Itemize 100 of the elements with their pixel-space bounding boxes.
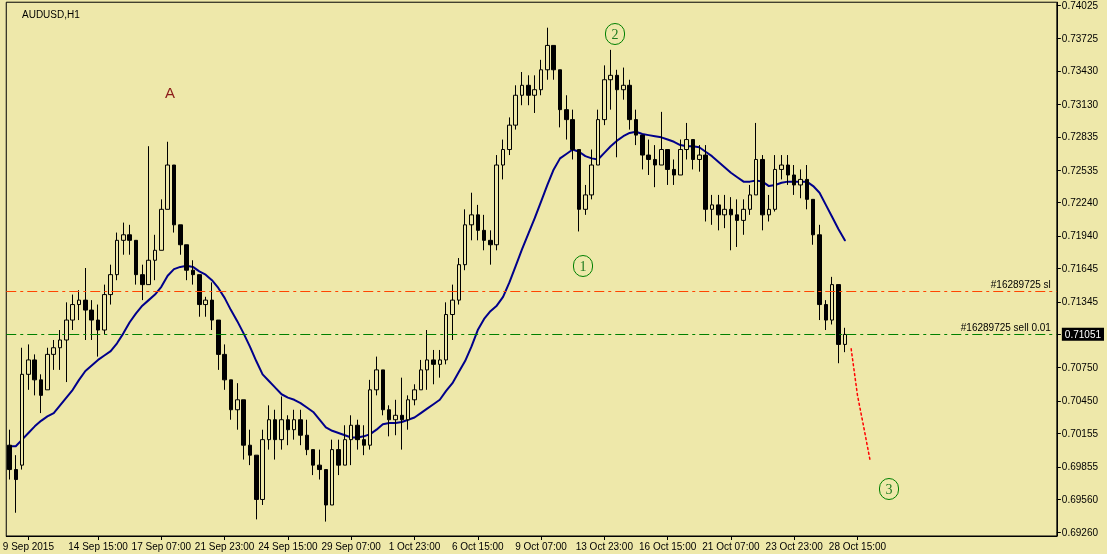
candlestick xyxy=(558,69,562,128)
candlestick xyxy=(792,164,796,196)
candlestick xyxy=(393,399,398,436)
x-tick-label: 9 Oct 07:00 xyxy=(515,540,568,552)
candlestick xyxy=(381,369,385,416)
candlestick xyxy=(779,154,784,180)
candlestick xyxy=(368,379,372,451)
candlestick xyxy=(457,257,461,306)
candlestick xyxy=(691,139,695,170)
y-tick-label: 0.73725 xyxy=(1061,32,1099,44)
candlestick xyxy=(817,224,822,321)
candlestick xyxy=(811,198,815,246)
x-tick-label: 28 Oct 15:00 xyxy=(828,540,887,552)
candlestick xyxy=(374,356,379,396)
x-tick-label: 24 Sep 15:00 xyxy=(258,540,319,552)
ref-line-label: #16289725 sell 0.01 xyxy=(960,321,1052,333)
y-tick-label: 0.70155 xyxy=(1061,428,1099,440)
y-tick-label: 0.71940 xyxy=(1061,230,1099,242)
y-tick-label: 0.69855 xyxy=(1061,461,1099,473)
candlestick xyxy=(172,164,176,234)
candlestick xyxy=(482,214,486,251)
candlestick xyxy=(577,149,581,232)
candlestick xyxy=(463,208,467,271)
candlestick xyxy=(115,232,119,281)
x-tick-label: 16 Oct 15:00 xyxy=(639,540,697,552)
x-tick-label: 21 Sep 23:00 xyxy=(194,540,255,552)
candlestick xyxy=(425,329,429,391)
candlestick xyxy=(748,184,752,216)
candlestick xyxy=(444,301,448,365)
candlestick xyxy=(324,469,328,523)
y-tick-label: 0.72835 xyxy=(1061,131,1099,143)
candlestick xyxy=(400,377,404,451)
x-tick-label: 13 Oct 23:00 xyxy=(575,540,634,552)
annotation: A xyxy=(164,83,176,101)
y-tick-label: 0.73130 xyxy=(1061,98,1099,110)
candlestick xyxy=(349,414,353,466)
candlestick xyxy=(279,395,284,451)
y-tick-label: 0.71051 xyxy=(1064,329,1102,341)
candlestick xyxy=(20,347,24,471)
candlestick xyxy=(754,122,758,196)
candlestick xyxy=(830,276,834,325)
candlestick xyxy=(419,359,423,391)
candlestick xyxy=(786,154,790,186)
y-tick-label: 0.69260 xyxy=(1061,527,1099,539)
candlestick xyxy=(292,409,296,441)
y-tick-label: 0.72240 xyxy=(1061,197,1099,209)
candlestick xyxy=(596,109,600,166)
ref-line-label: #16289725 sl xyxy=(990,278,1051,290)
candlestick xyxy=(836,284,841,364)
annotation: 2 xyxy=(611,26,619,42)
candlestick xyxy=(298,409,303,446)
line-series xyxy=(850,348,871,462)
candlestick xyxy=(741,198,746,236)
candlestick xyxy=(634,109,638,146)
candlestick xyxy=(343,424,347,466)
y-tick-label: 0.71345 xyxy=(1061,296,1099,308)
y-tick-label: 0.73430 xyxy=(1061,65,1099,77)
candlestick xyxy=(362,424,366,456)
y-tick-label: 0.69560 xyxy=(1061,493,1099,505)
candlestick xyxy=(317,449,322,481)
candlestick xyxy=(387,404,391,437)
candlestick xyxy=(406,394,410,431)
candlestick xyxy=(305,419,309,456)
candlestick xyxy=(672,158,676,186)
annotation: 1 xyxy=(579,258,587,274)
text: AUDUSD,H1 xyxy=(22,8,81,20)
y-tick-label: 0.72535 xyxy=(1061,164,1099,176)
candlestick xyxy=(767,194,771,222)
y-tick-label: 0.71645 xyxy=(1061,263,1099,275)
candlestick xyxy=(438,349,442,379)
x-tick-label: 14 Sep 15:00 xyxy=(68,540,129,552)
candlestick xyxy=(248,429,252,466)
x-tick-label: 21 Oct 07:00 xyxy=(702,540,760,552)
candlestick xyxy=(520,71,524,106)
candlestick xyxy=(412,383,417,406)
x-tick-label: 9 Sep 2015 xyxy=(2,540,55,552)
candlestick xyxy=(210,281,214,331)
candlestick xyxy=(431,349,436,385)
candlestick xyxy=(14,454,18,514)
candlestick xyxy=(615,69,619,158)
candlestick xyxy=(286,414,290,446)
candlestick xyxy=(267,404,271,451)
candlestick xyxy=(229,379,233,421)
x-tick-label: 1 Oct 23:00 xyxy=(388,540,441,552)
candlestick xyxy=(153,234,157,281)
x-tick-label: 6 Oct 15:00 xyxy=(451,540,505,552)
candlestick xyxy=(501,139,505,180)
annotation: 3 xyxy=(885,481,893,497)
candlestick xyxy=(773,154,777,213)
candlestick xyxy=(330,439,334,506)
candlestick xyxy=(39,373,43,414)
candlestick xyxy=(653,144,657,188)
candlestick xyxy=(336,439,341,476)
candlestick xyxy=(311,449,315,476)
candlestick xyxy=(77,289,81,321)
candlestick xyxy=(273,409,277,461)
candlestick xyxy=(798,168,803,199)
candlestick xyxy=(843,327,847,353)
y-tick-label: 0.74025 xyxy=(1061,0,1099,11)
candlestick xyxy=(450,284,455,341)
